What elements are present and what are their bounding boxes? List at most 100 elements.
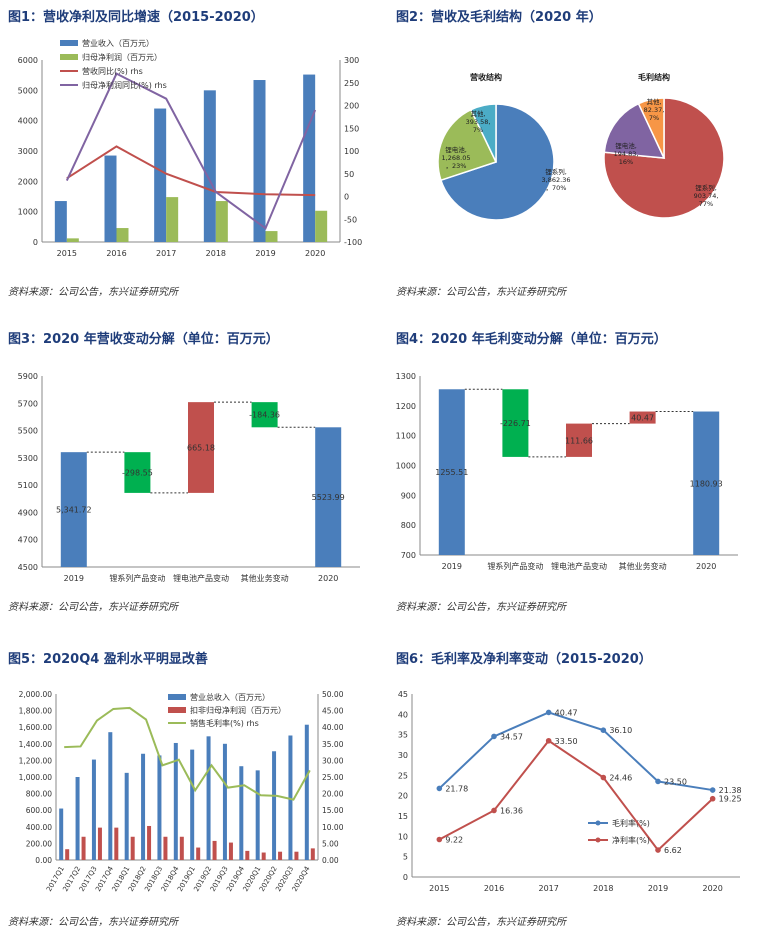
slice-pct: ，23% bbox=[446, 162, 467, 170]
bar-0 bbox=[157, 755, 162, 860]
waterfall-bar bbox=[315, 427, 342, 567]
data-point bbox=[709, 787, 716, 793]
legend-marker bbox=[595, 820, 601, 826]
figure-5-title: 图5：2020Q4 盈利水平明显改善 bbox=[8, 652, 208, 667]
legend-label: 归母净利润同比(%) rhs bbox=[82, 80, 167, 90]
data-label: 21.38 bbox=[719, 786, 742, 795]
data-label: 9.22 bbox=[445, 836, 463, 845]
bar-value-label: 665.18 bbox=[187, 444, 215, 453]
y-tick-label: 0 bbox=[33, 238, 38, 247]
x-tick-label: 2020 bbox=[305, 249, 325, 258]
bar-1 bbox=[97, 827, 102, 860]
figure-4-title: 图4：2020 年毛利变动分解（单位：百万元） bbox=[396, 332, 667, 347]
figure-1-panel: 图1：营收净利及同比增速（2015-2020） 0 1000 2000 3000 400… bbox=[0, 0, 380, 305]
waterfall-bar bbox=[60, 452, 87, 567]
x-tick-label: 2018 bbox=[206, 249, 226, 258]
y-tick-label: 45 bbox=[398, 690, 408, 699]
bar-0 bbox=[59, 808, 64, 860]
source-note-5: 资料来源：公司公告，东兴证券研究所 bbox=[8, 917, 178, 928]
bar-value-label: -184.36 bbox=[249, 411, 280, 420]
waterfall-bar bbox=[629, 411, 656, 424]
series-line-1 bbox=[65, 72, 317, 230]
figure-2-title: 图2：营收及毛利结构（2020 年） bbox=[396, 10, 602, 25]
y2-tick-label: 0.00 bbox=[322, 856, 339, 865]
data-label: 6.62 bbox=[664, 846, 682, 855]
y-tick-label: 3000 bbox=[18, 147, 38, 156]
figure-3-panel: 图3：2020 年营收变动分解（单位：百万元） 4500 4700 4900 5100… bbox=[0, 322, 380, 627]
bar-1 bbox=[245, 850, 250, 860]
y-tick-label: 1,600.00 bbox=[19, 723, 53, 732]
y-tick-label: 4500 bbox=[18, 563, 38, 572]
figure-6-chart: 0 5 10 15 20 25 30 35 40 45 2015 2016 2017 2018 2019 20… bbox=[398, 690, 742, 893]
data-label: 40.47 bbox=[555, 708, 578, 717]
y2-tick-label: 300 bbox=[344, 56, 359, 65]
bar-1 bbox=[315, 210, 328, 242]
x-tick-label: 锂系列产品变动 bbox=[487, 561, 543, 571]
data-label: 36.10 bbox=[609, 726, 632, 735]
x-tick-label: 2016 bbox=[484, 884, 504, 893]
source-note-6: 资料来源：公司公告，东兴证券研究所 bbox=[396, 917, 566, 928]
y-tick-label: 700 bbox=[401, 551, 416, 560]
data-point bbox=[709, 795, 716, 802]
bar-0 bbox=[75, 777, 80, 860]
y-tick-label: 20 bbox=[398, 792, 408, 801]
legend-swatch bbox=[168, 707, 186, 713]
figure-4-panel: 图4：2020 年毛利变动分解（单位：百万元） 700 800 900 1000 110… bbox=[388, 322, 768, 627]
bar-0 bbox=[222, 743, 227, 860]
data-label: 19.25 bbox=[719, 795, 742, 804]
x-tick-label: 2019 bbox=[442, 562, 462, 571]
series-line bbox=[64, 706, 311, 801]
bar-value-label: 111.66 bbox=[565, 436, 593, 445]
bar-1 bbox=[114, 827, 119, 860]
slice-value: 194.83, bbox=[614, 150, 639, 158]
bar-1 bbox=[294, 851, 299, 860]
y-tick-label: 4900 bbox=[18, 508, 38, 517]
y-tick-label: 0.00 bbox=[35, 856, 52, 865]
slice-value: 82.37, bbox=[644, 106, 665, 114]
bar-1 bbox=[215, 201, 228, 242]
figure-4-chart: 700 800 900 1000 1100 1200 1300 2019 锂系列产品变动 锂电池产… bbox=[396, 372, 738, 571]
legend-swatch bbox=[60, 40, 78, 46]
y-tick-label: 900 bbox=[401, 491, 416, 500]
y2-tick-label: 10.00 bbox=[322, 823, 344, 832]
data-label: 23.50 bbox=[664, 777, 687, 786]
source-note-3: 资料来源：公司公告，东兴证券研究所 bbox=[8, 602, 178, 613]
data-label: 21.78 bbox=[445, 784, 468, 793]
y2-tick-label: 0 bbox=[344, 193, 349, 202]
y-tick-label: 5700 bbox=[18, 399, 38, 408]
slice-value: 1,268.05 bbox=[442, 154, 471, 162]
y-tick-label: 2000 bbox=[18, 177, 38, 186]
y-tick-label: 10 bbox=[398, 832, 408, 841]
x-tick-label: 2019 bbox=[648, 884, 668, 893]
bar-1 bbox=[196, 847, 201, 860]
x-tick-label: 2019 bbox=[255, 249, 275, 258]
pie-slice bbox=[603, 102, 666, 159]
y-tick-label: 1000 bbox=[18, 208, 38, 217]
bar-0 bbox=[108, 732, 113, 860]
data-label: 16.36 bbox=[500, 806, 523, 815]
slice-label: 其他, bbox=[470, 109, 485, 118]
x-tick-label: 2017 bbox=[538, 884, 558, 893]
y-tick-label: 1100 bbox=[396, 432, 416, 441]
y-tick-label: 4700 bbox=[18, 536, 38, 545]
y-tick-label: 6000 bbox=[18, 56, 38, 65]
data-point bbox=[600, 774, 607, 781]
y-tick-label: 800.00 bbox=[26, 790, 52, 799]
bar-1 bbox=[261, 852, 266, 860]
waterfall-bar bbox=[566, 423, 592, 457]
y-tick-label: 1,400.00 bbox=[19, 740, 53, 749]
series-line-0 bbox=[438, 711, 713, 792]
pie-slice bbox=[603, 97, 725, 219]
legend-label: 净利率(%) bbox=[612, 835, 650, 845]
y-tick-label: 5100 bbox=[18, 481, 38, 490]
y2-tick-label: 45.00 bbox=[322, 707, 344, 716]
y-tick-label: 40 bbox=[398, 710, 408, 719]
figure-6-title: 图6：毛利率及净利率变动（2015-2020） bbox=[396, 652, 652, 667]
y-tick-label: 15 bbox=[398, 812, 408, 821]
bar-0 bbox=[203, 90, 216, 242]
y2-tick-label: 100 bbox=[344, 147, 359, 156]
slice-label: 锂电池, bbox=[615, 141, 637, 150]
bar-0 bbox=[272, 751, 277, 860]
data-point bbox=[600, 727, 607, 733]
bar-1 bbox=[116, 228, 129, 242]
